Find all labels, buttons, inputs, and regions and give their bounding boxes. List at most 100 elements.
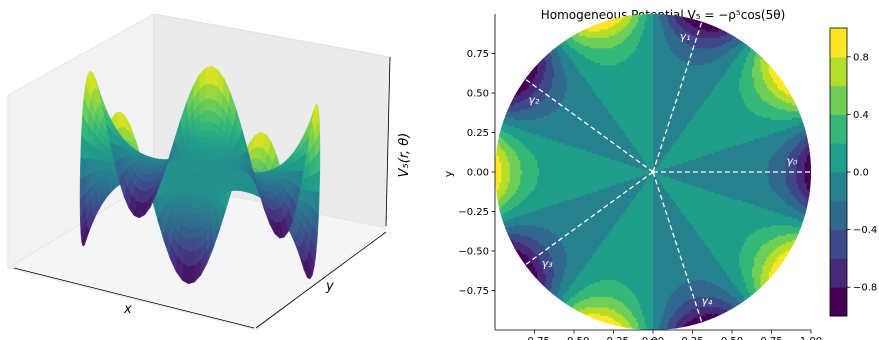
contour-cell bbox=[497, 131, 500, 135]
contour-cell bbox=[505, 157, 509, 160]
contour-cell bbox=[511, 100, 515, 104]
contour-cell bbox=[499, 188, 502, 192]
contour-cell bbox=[499, 203, 502, 207]
contour-cell bbox=[511, 155, 515, 158]
contour-cell bbox=[516, 243, 519, 247]
contour-cell bbox=[507, 148, 511, 152]
contour-cell bbox=[511, 199, 515, 203]
contour-cell bbox=[511, 218, 515, 222]
contour-cell bbox=[501, 117, 505, 120]
surface-facet bbox=[197, 190, 201, 194]
contour-cell bbox=[501, 182, 505, 186]
contour-cell bbox=[503, 119, 507, 123]
contour-cell bbox=[503, 176, 507, 179]
contour-cell bbox=[509, 157, 513, 160]
contour-cell bbox=[507, 134, 511, 137]
surface-facet bbox=[192, 198, 198, 204]
contour-cell bbox=[497, 161, 500, 165]
contour-cell bbox=[513, 174, 517, 177]
contour-cell bbox=[505, 188, 509, 192]
contour-cell bbox=[511, 117, 515, 120]
contour-cell bbox=[497, 174, 500, 177]
contour-cell bbox=[518, 83, 521, 87]
contour-cell bbox=[501, 146, 505, 150]
contour-cell bbox=[507, 165, 511, 169]
contour-cell bbox=[503, 184, 507, 188]
contour-cell bbox=[507, 153, 511, 156]
contour-cell bbox=[511, 115, 515, 118]
contour-cell bbox=[507, 136, 511, 139]
contour-cell bbox=[501, 174, 505, 177]
contour-cell bbox=[513, 123, 517, 127]
contour-cell bbox=[503, 197, 507, 200]
contour-cell bbox=[511, 127, 515, 131]
contour-cell bbox=[516, 214, 519, 217]
contour-cell bbox=[509, 142, 513, 146]
contour-cell bbox=[505, 174, 509, 177]
contour-cell bbox=[507, 214, 511, 217]
contour-cell bbox=[497, 165, 500, 169]
contour-cell bbox=[509, 161, 513, 165]
contour-cell bbox=[505, 136, 509, 139]
contour-cell bbox=[513, 214, 517, 217]
contour-cell bbox=[511, 233, 515, 236]
contour-cell bbox=[499, 193, 502, 196]
surface-facet bbox=[181, 262, 190, 285]
contour-cell bbox=[497, 186, 500, 190]
contour-cell bbox=[497, 144, 500, 148]
contour-cell bbox=[501, 142, 505, 146]
contour-cell bbox=[511, 203, 515, 207]
contour-cell bbox=[507, 195, 511, 198]
contour-cell bbox=[513, 125, 517, 129]
contour-cell bbox=[513, 138, 517, 141]
contour-cell bbox=[503, 190, 507, 194]
contour-cell bbox=[509, 220, 513, 224]
contour-cell bbox=[505, 155, 509, 158]
contour-cell bbox=[499, 159, 502, 163]
contour-cell bbox=[507, 203, 511, 207]
contour-cell bbox=[511, 243, 515, 247]
contour-cell bbox=[499, 129, 502, 133]
contour-cell bbox=[505, 110, 509, 114]
contour-cell bbox=[501, 188, 505, 192]
contour-cell bbox=[507, 121, 511, 125]
contour-cell bbox=[497, 140, 500, 144]
contour-cell bbox=[507, 142, 511, 146]
contour-cell bbox=[499, 131, 502, 135]
contour-cell bbox=[522, 77, 526, 80]
contour-cell bbox=[501, 157, 505, 160]
contour-cell bbox=[513, 163, 517, 167]
contour-cell bbox=[497, 146, 500, 150]
surface-facet bbox=[261, 199, 270, 225]
contour-cell bbox=[511, 165, 515, 169]
contour-cell bbox=[503, 142, 507, 146]
contour-cell bbox=[499, 205, 502, 209]
contour-cell bbox=[513, 209, 517, 213]
contour-cell bbox=[511, 123, 515, 127]
x-axis-line bbox=[13, 267, 255, 329]
contour-cell bbox=[513, 127, 517, 131]
contour-cell bbox=[505, 226, 509, 230]
contour-cell bbox=[513, 226, 517, 230]
contour-cell bbox=[503, 212, 507, 215]
contour-cell bbox=[511, 176, 515, 179]
contour-cell bbox=[505, 113, 509, 116]
contour-cell bbox=[503, 129, 507, 133]
contour-cell bbox=[507, 169, 511, 173]
contour-cell bbox=[507, 218, 511, 222]
contour-cell bbox=[543, 287, 547, 291]
contour-cell bbox=[513, 134, 517, 137]
contour-cell bbox=[497, 178, 500, 182]
surface-mesh bbox=[79, 65, 321, 285]
contour-cell bbox=[509, 117, 513, 120]
contour-cell bbox=[511, 167, 515, 171]
contour-cell bbox=[545, 289, 549, 293]
contour-cell bbox=[513, 201, 517, 205]
contour-cell bbox=[503, 218, 507, 222]
contour-cell bbox=[513, 216, 517, 219]
contour-cell bbox=[497, 212, 500, 215]
surface-facet bbox=[190, 213, 197, 221]
contour-cell bbox=[501, 155, 505, 158]
contour-cell bbox=[509, 222, 513, 226]
